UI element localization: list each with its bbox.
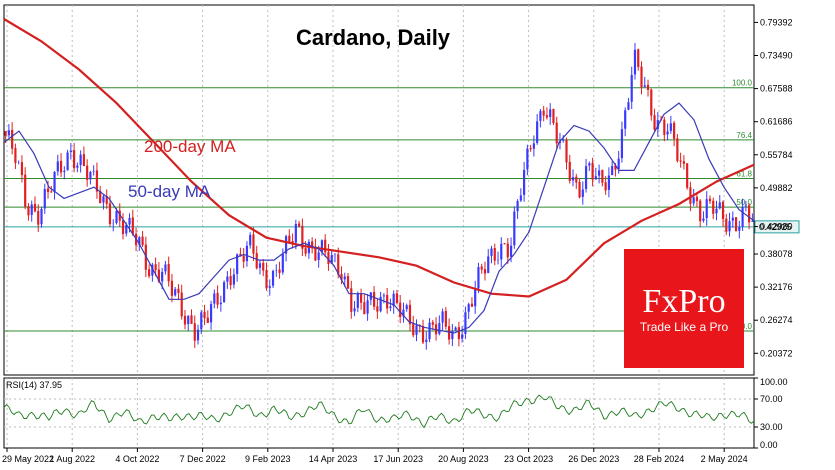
chart-title: Cardano, Daily xyxy=(296,25,451,50)
ma200-label: 200-day MA xyxy=(144,137,236,156)
ma50-label: 50-day MA xyxy=(128,182,211,201)
fxpro-logo-box xyxy=(624,249,744,368)
x-tick-label: 14 Apr 2023 xyxy=(309,454,358,464)
y-tick-label: 0.61686 xyxy=(760,117,793,127)
x-tick-label: 4 Oct 2022 xyxy=(115,454,159,464)
ma200-line xyxy=(3,18,755,298)
x-tick-label: 29 May 2022 xyxy=(2,454,54,464)
x-tick-label: 23 Oct 2023 xyxy=(504,454,553,464)
y-tick-label: 0.26274 xyxy=(760,315,793,325)
rsi-indicator: 100.00 70.00 30.00 0.00 xyxy=(3,377,788,450)
fib-level-label: 50.0 xyxy=(736,198,752,207)
y-tick-label: 0.73490 xyxy=(760,51,793,61)
y-tick-label: 0.38078 xyxy=(760,249,793,259)
rsi-tick-label: 100.00 xyxy=(760,377,788,387)
x-tick-label: 26 Dec 2023 xyxy=(568,454,619,464)
fxpro-logo-name: FxPro xyxy=(642,283,725,320)
x-tick-label: 9 Feb 2023 xyxy=(245,454,291,464)
y-tick-label: 0.20372 xyxy=(760,348,793,358)
x-tick-label: 17 Jun 2023 xyxy=(373,454,423,464)
ma50-line xyxy=(3,102,755,334)
rsi-tick-label: 0.00 xyxy=(760,440,778,450)
rsi-tick-label: 70.00 xyxy=(760,394,783,404)
current-price-label: 0.42925 xyxy=(759,222,792,232)
fib-level-label: 100.0 xyxy=(732,79,753,88)
rsi-tick-label: 30.00 xyxy=(760,422,783,432)
x-tick-label: 20 Aug 2023 xyxy=(438,454,489,464)
x-tick-label: 2 May 2024 xyxy=(701,454,748,464)
fib-level-label: 61.8 xyxy=(736,170,752,179)
x-tick-label: 1 Aug 2022 xyxy=(49,454,95,464)
rsi-label: RSI(14) 37.95 xyxy=(6,380,62,390)
vertical-grid xyxy=(6,5,725,448)
y-tick-label: 0.32176 xyxy=(760,282,793,292)
fib-level-label: 76.4 xyxy=(736,131,752,140)
rsi-line xyxy=(3,394,755,429)
fibonacci-levels: 100.0 76.4 61.8 50.0 0.0 0.42925 xyxy=(4,79,800,332)
y-tick-label: 0.67588 xyxy=(760,84,793,94)
x-tick-label: 28 Feb 2024 xyxy=(634,454,685,464)
y-tick-label: 0.42980 xyxy=(760,222,793,232)
rsi-panel-frame xyxy=(3,377,755,449)
fxpro-logo: FxPro Trade Like a Pro xyxy=(624,249,744,368)
y-tick-label: 0.55784 xyxy=(760,150,793,160)
x-tick-label: 7 Dec 2022 xyxy=(180,454,226,464)
fxpro-logo-tagline: Trade Like a Pro xyxy=(640,320,729,334)
price-y-axis: 0.79392 0.73490 0.67588 0.61686 0.55784 0.498… xyxy=(754,17,793,358)
y-tick-label: 0.79392 xyxy=(760,17,793,27)
fib-level-label: 0.0 xyxy=(741,322,753,331)
y-tick-label: 0.49882 xyxy=(760,183,793,193)
moving-averages xyxy=(3,18,755,334)
